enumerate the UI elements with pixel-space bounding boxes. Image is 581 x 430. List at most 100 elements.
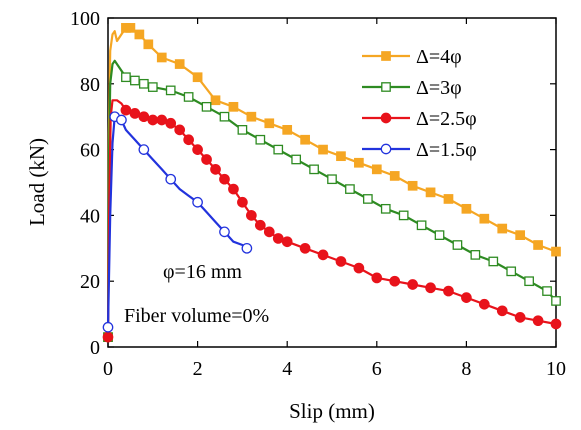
data-point bbox=[174, 124, 186, 136]
data-point bbox=[327, 174, 337, 185]
data-point bbox=[219, 173, 230, 185]
data-point bbox=[174, 59, 185, 69]
y-tick-label: 20 bbox=[80, 271, 100, 293]
data-point bbox=[165, 173, 177, 185]
data-point bbox=[452, 240, 463, 250]
data-point bbox=[264, 118, 275, 129]
data-point bbox=[425, 282, 436, 294]
legend-marker bbox=[381, 82, 391, 92]
data-point bbox=[192, 144, 203, 155]
data-point bbox=[434, 230, 445, 240]
data-point bbox=[125, 23, 136, 33]
series-1 bbox=[103, 23, 561, 342]
annotation-fiber-volume: Fiber volume=0% bbox=[124, 305, 269, 327]
data-point bbox=[282, 125, 293, 135]
data-point bbox=[121, 72, 131, 83]
data-point bbox=[443, 194, 454, 204]
data-point bbox=[514, 312, 526, 323]
data-point bbox=[254, 219, 266, 231]
annotation-bar-diameter: φ=16 mm bbox=[163, 261, 242, 283]
legend-label: Δ=2.5φ bbox=[416, 108, 477, 130]
data-point bbox=[246, 111, 257, 122]
data-point bbox=[506, 266, 517, 277]
series-line bbox=[106, 112, 248, 328]
data-point bbox=[335, 256, 347, 267]
data-point bbox=[353, 262, 365, 274]
series-line bbox=[106, 59, 557, 338]
data-point bbox=[461, 203, 472, 214]
data-point bbox=[219, 226, 230, 238]
series-layer bbox=[102, 23, 562, 343]
y-axis-label: Load (kN) bbox=[25, 138, 49, 226]
x-tick-label: 10 bbox=[546, 358, 566, 380]
series-line bbox=[106, 26, 557, 338]
data-point bbox=[532, 315, 544, 327]
data-point bbox=[201, 101, 212, 112]
data-point bbox=[533, 240, 543, 250]
data-point bbox=[255, 134, 266, 145]
data-point bbox=[138, 144, 150, 155]
x-tick-label: 2 bbox=[193, 358, 203, 380]
data-point bbox=[515, 230, 526, 240]
data-point bbox=[165, 85, 176, 96]
data-point bbox=[130, 75, 140, 86]
data-point bbox=[156, 52, 167, 63]
legend-label: Δ=4φ bbox=[416, 46, 462, 68]
data-point bbox=[299, 242, 311, 254]
data-point bbox=[497, 223, 508, 234]
x-tick-label: 6 bbox=[372, 358, 382, 380]
data-point bbox=[120, 104, 132, 116]
series-3 bbox=[102, 99, 562, 343]
data-point bbox=[524, 276, 534, 287]
data-point bbox=[496, 305, 508, 317]
y-tick-label: 60 bbox=[80, 140, 100, 162]
series-4 bbox=[102, 111, 253, 333]
data-point bbox=[362, 194, 373, 204]
data-point bbox=[183, 134, 194, 146]
data-point bbox=[317, 249, 329, 261]
y-tick-label: 40 bbox=[80, 205, 100, 227]
data-point bbox=[380, 203, 391, 214]
data-point bbox=[407, 180, 418, 191]
data-point bbox=[389, 171, 400, 181]
data-point bbox=[263, 226, 275, 238]
data-point bbox=[237, 125, 248, 135]
y-tick-label: 80 bbox=[80, 74, 100, 96]
x-tick-label: 0 bbox=[103, 358, 113, 380]
data-point bbox=[246, 210, 257, 221]
data-point bbox=[192, 196, 203, 208]
x-axis-label: Slip (mm) bbox=[289, 399, 375, 423]
data-point bbox=[354, 157, 364, 168]
data-point bbox=[416, 220, 427, 231]
data-point bbox=[398, 210, 409, 221]
data-point bbox=[143, 39, 154, 50]
data-point bbox=[281, 236, 293, 248]
data-point bbox=[345, 184, 355, 194]
y-tick-label: 100 bbox=[70, 8, 100, 30]
data-point bbox=[443, 285, 454, 297]
data-point bbox=[407, 279, 418, 290]
data-point bbox=[237, 196, 248, 208]
data-point bbox=[488, 256, 499, 267]
data-point bbox=[461, 292, 472, 303]
data-point bbox=[478, 298, 490, 310]
data-point bbox=[318, 144, 328, 155]
data-point bbox=[116, 114, 127, 126]
data-point bbox=[210, 163, 221, 175]
data-point bbox=[129, 108, 141, 119]
data-point bbox=[192, 72, 203, 83]
x-tick-label: 4 bbox=[282, 358, 292, 380]
data-point bbox=[156, 114, 168, 126]
data-point bbox=[273, 144, 284, 155]
data-point bbox=[147, 82, 158, 92]
data-point bbox=[542, 286, 552, 296]
series-2 bbox=[103, 59, 561, 342]
data-point bbox=[138, 111, 150, 123]
data-point bbox=[210, 95, 221, 106]
data-point bbox=[134, 29, 145, 40]
legend: Δ=4φ Δ=3φ Δ=2.5φ Δ=1.5φ bbox=[362, 46, 477, 161]
y-tick-label: 0 bbox=[90, 337, 100, 359]
legend-label: Δ=1.5φ bbox=[416, 139, 477, 161]
data-point bbox=[183, 92, 194, 102]
